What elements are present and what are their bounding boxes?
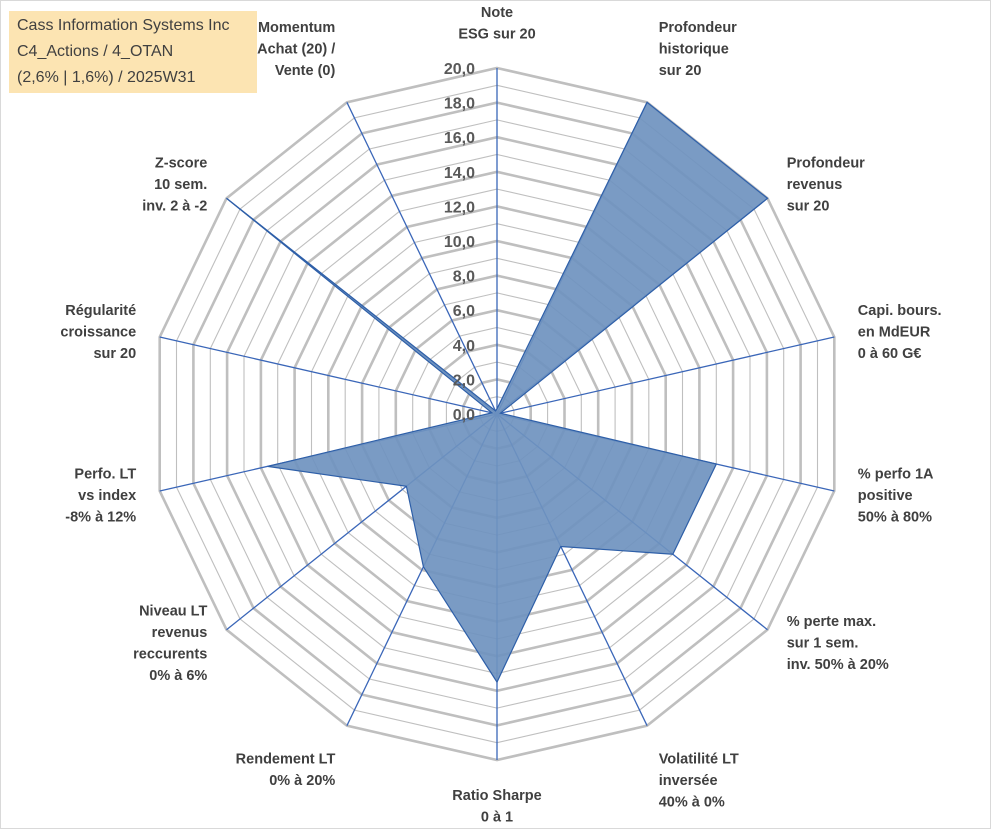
category-label-line: Volatilité LT <box>659 752 739 768</box>
category-label-line: sur 20 <box>787 198 830 214</box>
category-label-line: 0% à 20% <box>269 773 335 789</box>
category-label-layer: Note ESG sur 20 Profondeur historique sur 20… <box>60 5 941 826</box>
category-label: Profondeur revenus sur 20 <box>787 155 865 214</box>
chart-title-box: Cass Information Systems Inc C4_Actions … <box>9 11 257 93</box>
series-area <box>226 101 769 684</box>
category-label-line: positive <box>858 488 913 504</box>
category-label: Volatilité LT inversée 40% à 0% <box>659 752 739 811</box>
category-label-line: 0 à 1 <box>481 810 513 826</box>
category-label-line: sur 20 <box>93 346 136 362</box>
category-label-line: reccurents <box>133 646 207 662</box>
category-label-line: Rendement LT <box>236 752 336 768</box>
tick-label: 18,0 <box>444 96 475 113</box>
tick-label: 12,0 <box>444 199 475 216</box>
category-label-line: Perfo. LT <box>74 467 136 483</box>
axis-spoke <box>346 102 498 415</box>
category-label-line: inversée <box>659 773 718 789</box>
category-label-line: Z-score <box>155 155 207 171</box>
tick-label: 20,0 <box>444 61 475 78</box>
category-label-line: croissance <box>60 324 136 340</box>
category-label-line: 10 sem. <box>154 177 207 193</box>
category-label-line: Achat (20) / <box>257 41 335 57</box>
category-label-line: Ratio Sharpe <box>452 788 541 804</box>
tick-label: 4,0 <box>453 338 475 355</box>
category-label-line: Capi. bours. <box>858 303 942 319</box>
category-label: Ratio Sharpe 0 à 1 <box>452 788 541 826</box>
category-label-line: Profondeur <box>659 20 737 36</box>
category-label-line: Régularité <box>65 303 136 319</box>
category-label-line: historique <box>659 41 729 57</box>
category-label-line: Vente (0) <box>275 63 336 79</box>
category-label: Profondeur historique sur 20 <box>659 20 737 79</box>
category-label-line: 0% à 6% <box>149 668 207 684</box>
tick-label: 14,0 <box>444 165 475 182</box>
tick-label: 8,0 <box>453 269 475 286</box>
category-label-line: 0 à 60 G€ <box>858 346 922 362</box>
category-label: Rendement LT 0% à 20% <box>236 752 336 790</box>
title-line-1: Cass Information Systems Inc <box>17 17 230 34</box>
category-label: Momentum Achat (20) / Vente (0) <box>257 20 335 79</box>
category-label-line: % perfo 1A <box>858 467 934 483</box>
category-label: Z-score 10 sem. inv. 2 à -2 <box>142 155 207 214</box>
category-label: Régularité croissance sur 20 <box>60 303 136 362</box>
category-label: Capi. bours. en MdEUR 0 à 60 G€ <box>858 303 942 362</box>
category-label: % perfo 1A positive 50% à 80% <box>858 467 934 526</box>
tick-label: 0,0 <box>453 407 475 424</box>
category-label-line: inv. 2 à -2 <box>142 198 207 214</box>
tick-label: 10,0 <box>444 234 475 251</box>
axis-spoke <box>159 336 498 415</box>
category-label-line: 40% à 0% <box>659 795 725 811</box>
category-label-line: sur 20 <box>659 63 702 79</box>
category-label-line: % perte max. <box>787 614 876 630</box>
axis-spoke <box>496 336 835 415</box>
title-line-2: C4_Actions / 4_OTAN <box>17 43 174 60</box>
category-label-line: Niveau LT <box>139 603 207 619</box>
category-label-line: Profondeur <box>787 155 865 171</box>
category-label-line: revenus <box>787 177 843 193</box>
category-label: Niveau LT revenus reccurents 0% à 6% <box>133 603 207 684</box>
title-line-3: (2,6% | 1,6%) / 2025W31 <box>17 69 196 86</box>
category-label-line: sur 1 sem. <box>787 636 859 652</box>
category-label-line: 50% à 80% <box>858 510 932 526</box>
series-layer <box>226 101 769 684</box>
category-label-line: -8% à 12% <box>65 510 136 526</box>
category-label-line: ESG sur 20 <box>458 27 535 43</box>
tick-label: 16,0 <box>444 130 475 147</box>
tick-label: 2,0 <box>453 372 475 389</box>
category-label-line: Momentum <box>258 20 335 36</box>
category-label-line: inv. 50% à 20% <box>787 657 889 673</box>
category-label-line: vs index <box>78 488 136 504</box>
category-label-line: en MdEUR <box>858 324 931 340</box>
category-label: % perte max. sur 1 sem. inv. 50% à 20% <box>787 614 889 673</box>
tick-label-layer: 0,0 2,0 4,0 6,0 8,0 10,0 12,0 14,0 16,0 18,0 20,0 <box>444 61 475 424</box>
category-label-line: revenus <box>152 625 208 641</box>
category-label: Perfo. LT vs index -8% à 12% <box>65 467 136 526</box>
category-label: Note ESG sur 20 <box>458 5 535 43</box>
tick-label: 6,0 <box>453 303 475 320</box>
category-label-line: Note <box>481 5 513 21</box>
